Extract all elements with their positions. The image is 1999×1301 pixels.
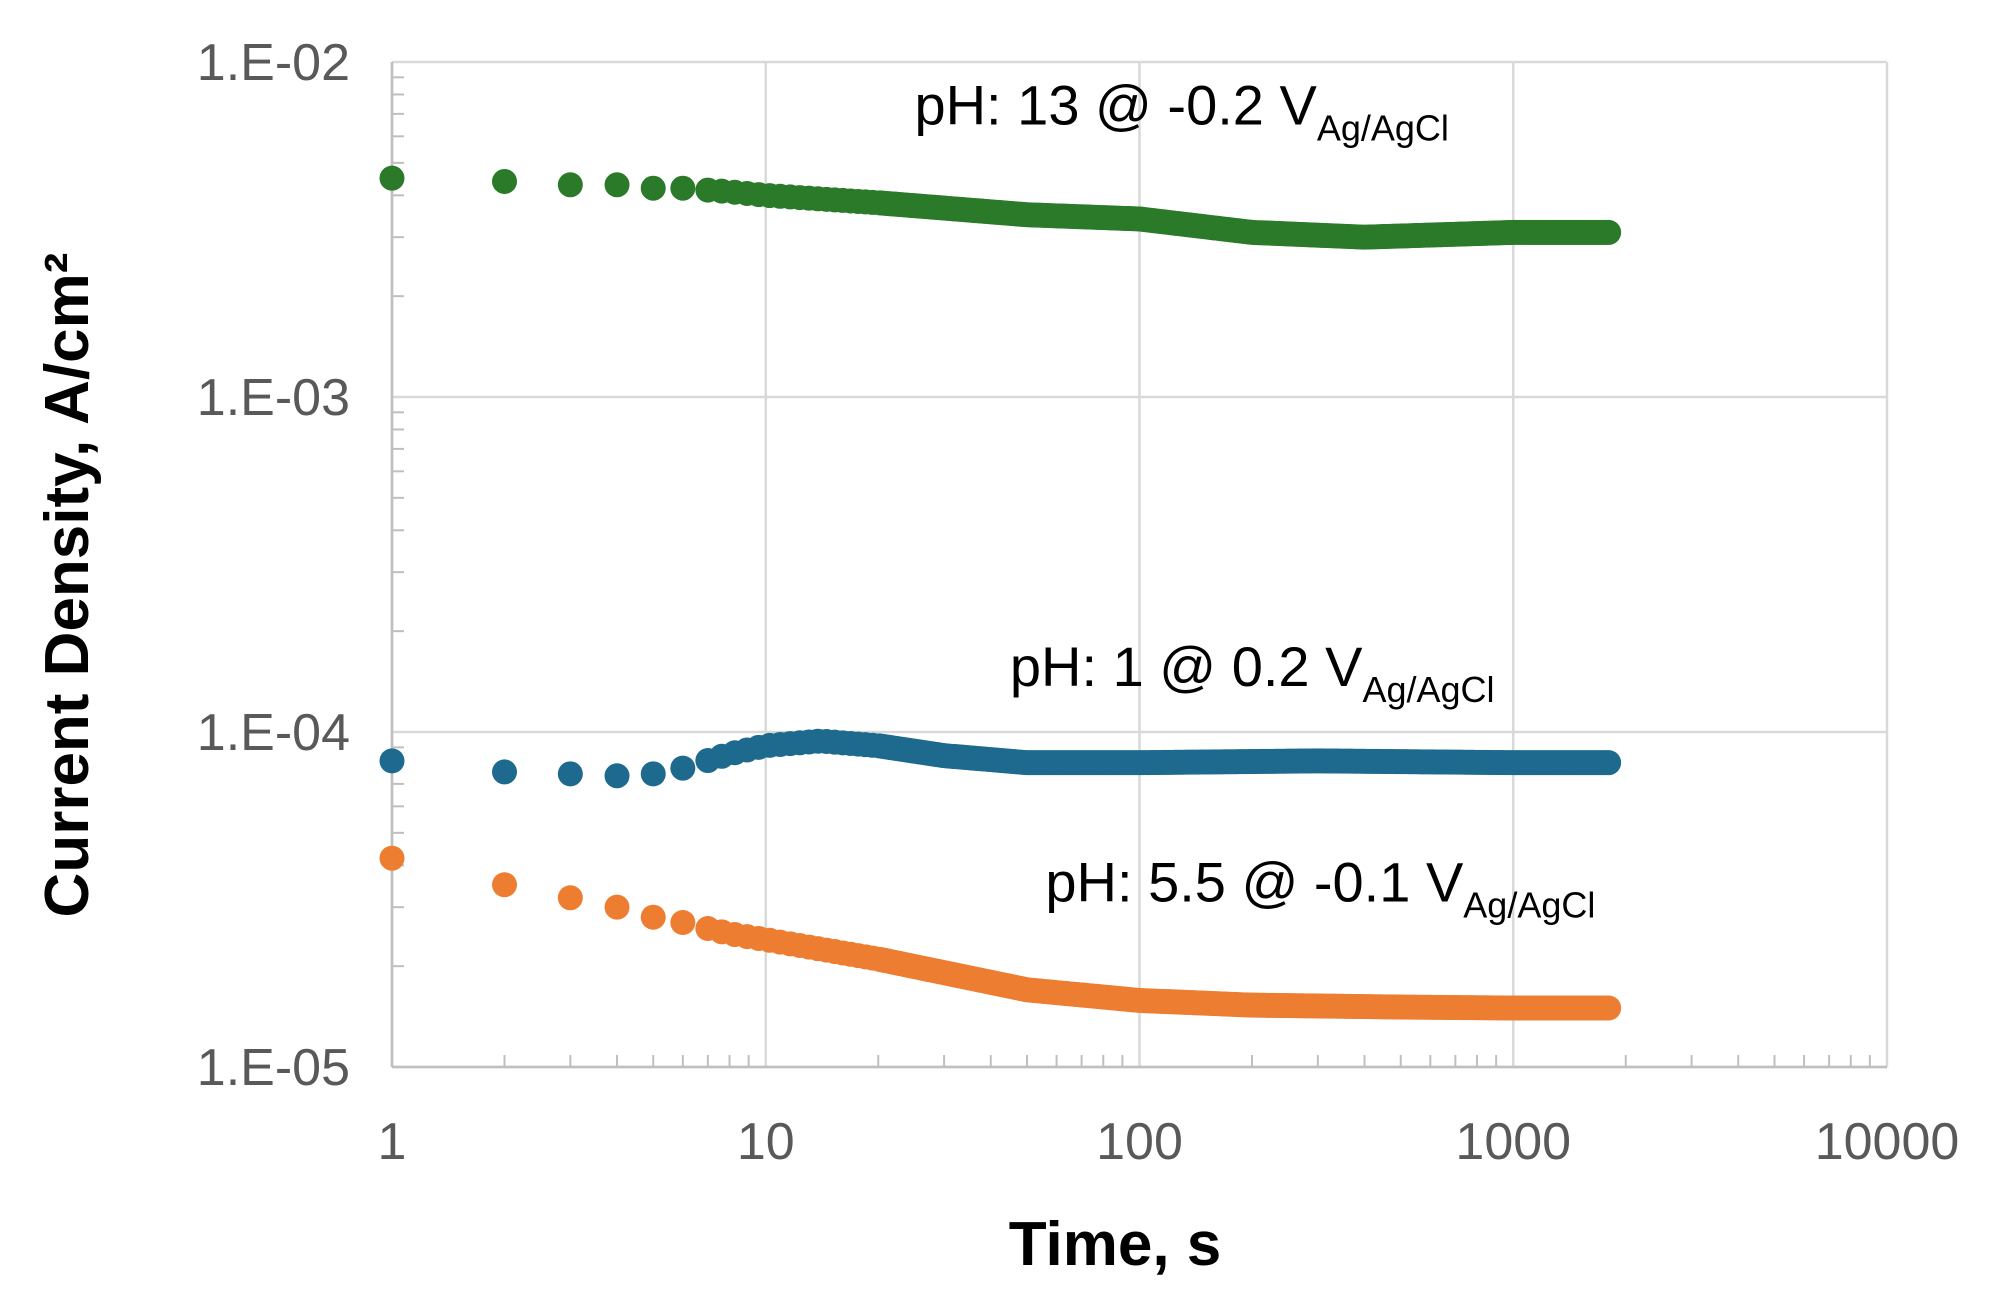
x-tick-label: 10000 [1815,1113,1960,1171]
series-1 [379,728,1622,789]
data-point [670,909,696,935]
data-point [604,763,630,789]
y-axis-title: Current Density, A/cm² [33,253,102,918]
data-point [1596,750,1622,776]
data-point [557,172,583,198]
data-point [492,872,518,898]
data-point [604,172,630,198]
axes: 1 10 100 1000 10000 1.E-05 1.E-04 1.E-03 1.E-02 [197,34,1960,1171]
x-tick-label: 1000 [1455,1113,1571,1171]
y-tick-label: 1.E-02 [197,34,350,92]
data-point [557,885,583,911]
data-point [670,175,696,201]
x-tick-label: 1 [378,1113,407,1171]
data-point [379,845,405,871]
data-point [1596,995,1622,1021]
data-point [379,165,405,191]
data-point [492,168,518,194]
data-point [640,761,666,787]
series-annotation: pH: 13 @ -0.2 VAg/AgCl [914,74,1448,149]
series-0 [379,165,1622,250]
annotations: pH: 13 @ -0.2 VAg/AgCl pH: 1 @ 0.2 VAg/Ag… [914,74,1595,926]
x-axis-title: Time, s [1009,1210,1222,1279]
data-point [670,755,696,781]
data-point [640,175,666,201]
x-tick-label: 10 [737,1113,795,1171]
y-tick-label: 1.E-04 [197,704,350,762]
data-point [604,894,630,920]
data-points [379,165,1622,1021]
series-annotation: pH: 5.5 @ -0.1 VAg/AgCl [1045,850,1595,925]
data-point [379,748,405,774]
series-annotation: pH: 1 @ 0.2 VAg/AgCl [1010,635,1495,710]
y-tick-label: 1.E-03 [197,369,350,427]
x-tick-label: 100 [1096,1113,1183,1171]
data-point [492,759,518,785]
data-point [1596,219,1622,245]
y-tick-label: 1.E-05 [197,1039,350,1097]
data-point [557,761,583,787]
series-2 [379,845,1622,1021]
data-point [640,904,666,930]
